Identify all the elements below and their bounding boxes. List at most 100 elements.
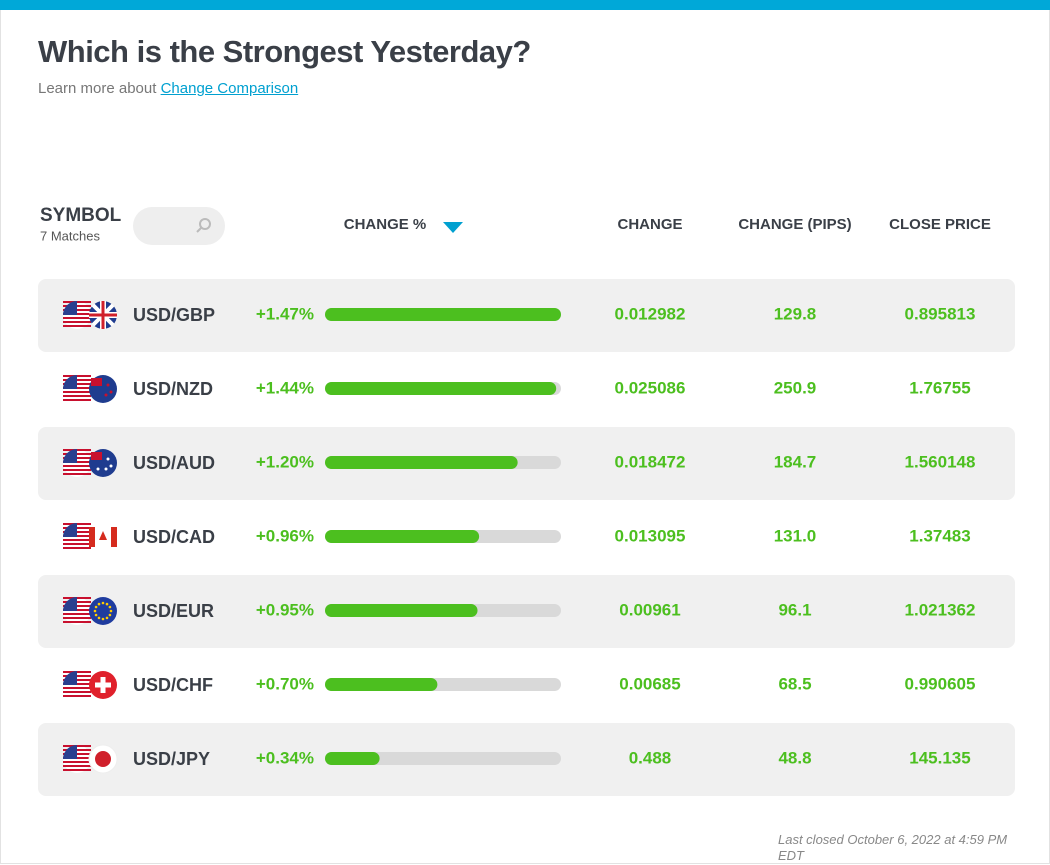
flags (63, 523, 117, 551)
column-header: CHANGE (PIPS) (738, 216, 851, 233)
flag (96, 467, 100, 471)
flag (63, 765, 91, 767)
bar (325, 530, 480, 543)
cell-pips: 131.0 (774, 526, 817, 545)
flags (63, 671, 117, 699)
cell-change: 0.025086 (615, 378, 686, 397)
flag (97, 602, 101, 606)
learn-more: Learn more about (38, 80, 157, 97)
flag (63, 539, 91, 541)
flag (63, 761, 91, 763)
flag (108, 613, 112, 617)
flags (63, 449, 117, 477)
flag (104, 467, 108, 471)
flag (63, 769, 91, 771)
flag (63, 523, 77, 537)
cell-change: 0.488 (629, 748, 672, 767)
flag (63, 621, 91, 623)
flag (99, 531, 107, 540)
cell-change: 0.00685 (619, 674, 680, 693)
flags (63, 301, 117, 329)
flags (63, 375, 117, 403)
change-pct: +1.44% (256, 378, 314, 397)
sort-arrow[interactable] (443, 222, 463, 233)
subtitle: Learn more about Change Comparison (38, 80, 298, 97)
flags (63, 744, 118, 774)
cell-pips: 250.9 (774, 378, 817, 397)
column-header: CHANGE (617, 216, 682, 233)
bar (325, 604, 478, 617)
cell-pips: 129.8 (774, 304, 817, 323)
change-pct: +0.95% (256, 600, 314, 619)
cell-change: 0.018472 (615, 452, 686, 471)
flag (63, 469, 91, 471)
cell-close: 1.021362 (905, 600, 976, 619)
flag (109, 390, 113, 394)
cell-change: 0.013095 (615, 526, 686, 545)
flag (97, 616, 101, 620)
flag (89, 527, 117, 547)
symbol: USD/AUD (133, 453, 215, 473)
bar-track (325, 752, 561, 765)
flag (63, 301, 77, 315)
flag (89, 301, 117, 329)
symbol: USD/GBP (133, 305, 215, 325)
table: SYMBOL 7 Matches CHANGE % CHANGE CHANGE (P… (38, 205, 1015, 796)
flag (63, 613, 91, 615)
cell-pips: 48.8 (778, 748, 811, 767)
flag (106, 457, 110, 461)
cell-close: 1.37483 (909, 526, 970, 545)
flag (94, 605, 98, 609)
flags (63, 597, 117, 625)
flag (63, 543, 91, 545)
flag (104, 393, 108, 397)
cell-pips: 68.5 (778, 674, 811, 693)
column-header: CLOSE PRICE (889, 216, 991, 233)
flag (106, 383, 110, 387)
title: Which is the Strongest Yesterday? (38, 34, 531, 69)
flag (109, 464, 113, 468)
flag (63, 395, 91, 397)
symbol-header: SYMBOL (40, 205, 122, 226)
flag (63, 695, 91, 697)
cell-pips: 96.1 (778, 600, 811, 619)
flag (109, 609, 113, 613)
flag (93, 609, 97, 613)
flag (105, 616, 109, 620)
column-header: CHANGE % (344, 216, 427, 233)
flag (63, 375, 77, 389)
flag (63, 691, 91, 693)
cell-close: 0.895813 (905, 304, 976, 323)
search-icon (199, 218, 211, 230)
cell-change: 0.00961 (619, 600, 680, 619)
cell-close: 145.135 (909, 748, 970, 767)
symbol: USD/CHF (133, 675, 213, 695)
symbol: USD/EUR (133, 601, 214, 621)
search-icon (196, 227, 202, 233)
search-box[interactable] (133, 207, 225, 245)
flag (63, 671, 77, 685)
change-pct: +0.96% (256, 526, 314, 545)
flag (63, 473, 91, 475)
cell-change: 0.012982 (615, 304, 686, 323)
flag (63, 547, 91, 549)
cell-close: 0.990605 (905, 674, 976, 693)
flag (63, 465, 91, 467)
bar (325, 678, 438, 691)
symbol: USD/CAD (133, 527, 215, 547)
flag (63, 325, 91, 327)
flag (95, 751, 111, 767)
flag (91, 452, 102, 460)
flag (63, 687, 91, 689)
flag (95, 677, 111, 693)
flag (101, 617, 105, 621)
flag (89, 597, 117, 625)
symbol: USD/NZD (133, 379, 213, 399)
symbol: USD/JPY (133, 749, 210, 769)
flag (63, 317, 91, 319)
flag (63, 391, 91, 393)
flag (63, 399, 91, 401)
flag (63, 617, 91, 619)
link[interactable]: Change Comparison (160, 80, 299, 97)
